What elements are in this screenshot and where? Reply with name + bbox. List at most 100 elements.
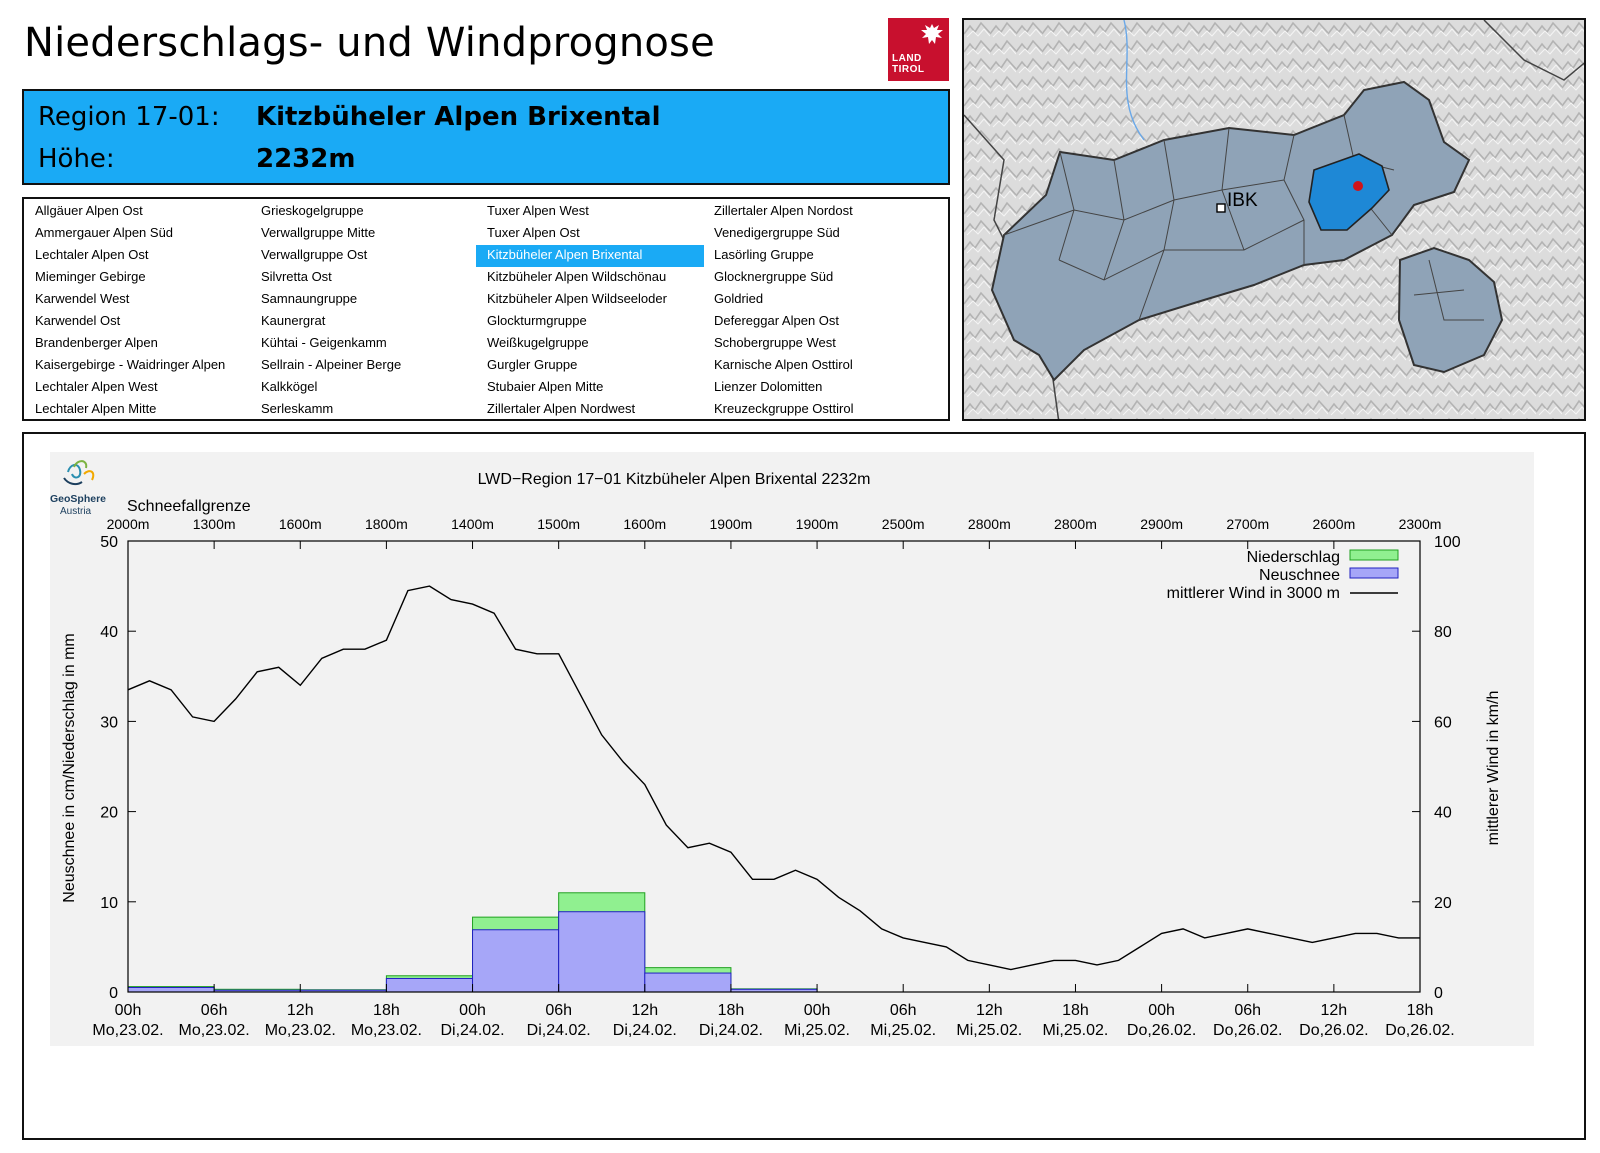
wind-line xyxy=(127,585,1420,971)
region-list-item[interactable]: Tuxer Alpen Ost xyxy=(487,225,580,240)
region-list-item[interactable]: Defereggar Alpen Ost xyxy=(714,313,840,328)
region-list-item[interactable]: Kaisergebirge - Waidringer Alpen xyxy=(35,357,226,372)
region-list-item[interactable]: Schobergruppe West xyxy=(714,335,836,350)
land-tirol-logo: LAND TIROL xyxy=(888,18,949,81)
region-list-item[interactable]: Zillertaler Alpen Nordost xyxy=(714,203,853,218)
region-list-item[interactable]: Lienzer Dolomitten xyxy=(714,379,823,394)
forecast-chart: GeoSphere Austria LWD−Region 17−01 Kitzb… xyxy=(50,452,1534,1046)
bar-series xyxy=(127,892,818,993)
provider-name: GeoSphere xyxy=(50,493,106,505)
region-boundaries xyxy=(1003,114,1484,321)
x-tick-day: Do,26.02. xyxy=(1385,1022,1454,1039)
innsbruck-label: IBK xyxy=(1227,190,1258,211)
snowline-label: 2500m xyxy=(882,516,925,532)
region-list-item[interactable]: Karnische Alpen Osttirol xyxy=(714,357,853,372)
snowline-label: 1600m xyxy=(623,516,666,532)
region-list-item[interactable]: Weißkugelgruppe xyxy=(487,335,589,350)
region-list-item[interactable]: Lechtaler Alpen Ost xyxy=(35,247,149,262)
x-tick-hour: 18h xyxy=(1062,1002,1089,1019)
wind-series xyxy=(127,585,1420,971)
snow-bar xyxy=(127,986,215,993)
region-list-column-3: Tuxer Alpen West Tuxer Alpen Ost Kitzbühel… xyxy=(476,201,704,421)
legend-swatch-precip xyxy=(1349,549,1399,561)
x-tick-hour: 12h xyxy=(287,1002,314,1019)
region-list-item[interactable]: Grieskogelgruppe xyxy=(261,203,364,218)
region-list-item[interactable]: Verwallgruppe Ost xyxy=(261,247,368,262)
region-list-item[interactable]: Kitzbüheler Alpen Wildschönau xyxy=(487,269,667,284)
logo-line-1: LAND xyxy=(892,53,922,64)
x-tick-day: Mo,23.02. xyxy=(265,1022,336,1039)
page-title: Niederschlags- und Windprognose xyxy=(24,20,715,66)
chart-legend: Niederschlag Neuschnee mittlerer Wind in… xyxy=(1167,549,1399,602)
y2-tick-label: 100 xyxy=(1434,534,1461,551)
x-tick-hour: 06h xyxy=(890,1002,917,1019)
region-list-item[interactable]: Sellrain - Alpeiner Berge xyxy=(261,357,402,372)
region-list-item[interactable]: Tuxer Alpen West xyxy=(487,203,589,218)
y-tick-label: 20 xyxy=(100,805,118,822)
x-tick-day: Do,26.02. xyxy=(1127,1022,1196,1039)
snowline-labels: 2000m 1300m 1600m 1800m 1400m 1500m 1600m 1900m… xyxy=(107,516,1442,532)
x-tick-hour: 18h xyxy=(1407,1002,1434,1019)
region-list-column-4: Zillertaler Alpen Nordost Venedigergruppe… xyxy=(703,201,943,421)
region-list-item[interactable]: Karwendel West xyxy=(35,291,130,306)
y2-tick-label: 40 xyxy=(1434,805,1452,822)
selected-region-shape[interactable] xyxy=(1308,153,1390,231)
y2-tick-label: 60 xyxy=(1434,714,1452,731)
region-list-item[interactable]: Lechtaler Alpen West xyxy=(35,379,158,394)
region-list-item[interactable]: Mieminger Gebirge xyxy=(35,269,146,284)
region-list-item[interactable]: Kühtai - Geigenkamm xyxy=(261,335,387,350)
legend-swatch-snow xyxy=(1349,567,1399,579)
region-list-item[interactable]: Glockturmgruppe xyxy=(487,313,587,328)
region-list-item[interactable]: Samnaungruppe xyxy=(261,291,358,306)
region-list-item[interactable]: Kreuzeckgruppe Osttirol xyxy=(714,401,854,416)
x-tick-day: Di,24.02. xyxy=(441,1022,505,1039)
region-list-item[interactable]: Karwendel Ost xyxy=(35,313,121,328)
y2-tick-label: 20 xyxy=(1434,895,1452,912)
region-list-item[interactable]: Stubaier Alpen Mitte xyxy=(487,379,604,394)
map-svg: IBK xyxy=(964,20,1584,419)
region-list-item[interactable]: Gurgler Gruppe xyxy=(487,357,578,372)
x-tick-day: Mi,25.02. xyxy=(784,1022,850,1039)
legend-label-wind: mittlerer Wind in 3000 m xyxy=(1167,585,1340,602)
y-tick-label: 10 xyxy=(100,895,118,912)
snowline-label: 2800m xyxy=(968,516,1011,532)
region-list-item[interactable]: Allgäuer Alpen Ost xyxy=(35,203,143,218)
x-tick-day: Di,24.02. xyxy=(613,1022,677,1039)
region-list-item[interactable]: Kalkkögel xyxy=(261,379,318,394)
innsbruck-marker xyxy=(1216,203,1226,213)
region-list-item[interactable]: Kitzbüheler Alpen Wildseeloder xyxy=(487,291,667,306)
x-tick-day: Mi,25.02. xyxy=(870,1022,936,1039)
snowline-label: 2600m xyxy=(1312,516,1355,532)
snowline-label: 1900m xyxy=(796,516,839,532)
height-label: Höhe: xyxy=(38,144,115,174)
height-value: 2232m xyxy=(256,144,356,174)
region-list-item[interactable]: Glocknergruppe Süd xyxy=(714,269,834,284)
region-list: Allgäuer Alpen Ost Ammergauer Alpen Süd Le… xyxy=(22,197,950,421)
region-list-item[interactable]: Serleskamm xyxy=(261,401,334,416)
region-list-item[interactable]: Kitzbüheler Alpen Brixental xyxy=(476,245,704,267)
snowline-label: 1600m xyxy=(279,516,322,532)
axis-ticks: 0 10 20 30 40 50 0 20 40 60 80 100 00h Mo,23.02. 06h Mo… xyxy=(92,534,1460,1039)
region-list-item[interactable]: Brandenberger Alpen xyxy=(35,335,158,350)
x-tick-hour: 00h xyxy=(1148,1002,1175,1019)
region-list-item[interactable]: Silvretta Ost xyxy=(261,269,332,284)
map-river xyxy=(1123,20,1145,141)
snowline-label: 2900m xyxy=(1140,516,1183,532)
region-list-item[interactable]: Ammergauer Alpen Süd xyxy=(35,225,174,240)
snow-bar xyxy=(644,972,732,993)
region-map: IBK xyxy=(962,18,1586,421)
region-list-column-2: Grieskogelgruppe Verwallgruppe Mitte Verwa… xyxy=(250,201,480,421)
geosphere-icon xyxy=(63,460,95,486)
x-tick-day: Mi,25.02. xyxy=(956,1022,1022,1039)
region-list-item[interactable]: Zillertaler Alpen Nordwest xyxy=(487,401,636,416)
region-list-item[interactable]: Lasörling Gruppe xyxy=(714,247,814,262)
region-list-item[interactable]: Lechtaler Alpen Mitte xyxy=(35,401,157,416)
snowline-label: 1900m xyxy=(710,516,753,532)
x-tick-hour: 12h xyxy=(976,1002,1003,1019)
snowline-label: 1400m xyxy=(451,516,494,532)
region-list-item[interactable]: Verwallgruppe Mitte xyxy=(261,225,376,240)
region-list-item[interactable]: Kaunergrat xyxy=(261,313,326,328)
region-list-item[interactable]: Venedigergruppe Süd xyxy=(714,225,840,240)
x-tick-hour: 06h xyxy=(201,1002,228,1019)
region-list-item[interactable]: Goldried xyxy=(714,291,764,306)
